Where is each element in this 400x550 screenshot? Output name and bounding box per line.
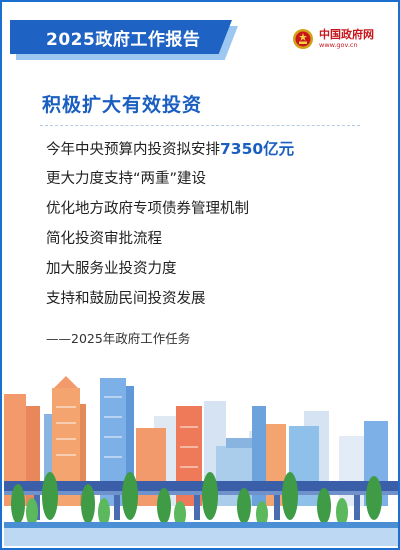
- national-emblem-icon: [293, 29, 313, 49]
- header-title: 2025政府工作报告: [46, 29, 201, 50]
- brand-name: 中国政府网: [319, 28, 374, 42]
- list-item: 支持和鼓励民间投资发展: [46, 291, 206, 307]
- header-bar: 2025政府工作报告: [10, 20, 232, 54]
- city-skyline-illustration: [4, 376, 398, 546]
- list-item: 简化投资审批流程: [46, 231, 162, 247]
- divider: [40, 125, 360, 126]
- brand-url: www.gov.cn: [319, 41, 358, 50]
- section-title: 积极扩大有效投资: [42, 94, 203, 116]
- investment-amount: 7350亿元: [220, 140, 295, 158]
- list-item-text: 今年中央预算内投资拟安排: [46, 142, 220, 158]
- list-item: 加大服务业投资力度: [46, 261, 177, 277]
- list-item: 今年中央预算内投资拟安排7350亿元: [46, 134, 294, 164]
- list-item: 优化地方政府专项债券管理机制: [46, 201, 249, 217]
- source-attribution: ——2025年政府工作任务: [46, 331, 191, 346]
- list-item: 更大力度支持“两重”建设: [46, 171, 207, 187]
- brand-logo[interactable]: 中国政府网 www.gov.cn: [292, 28, 374, 50]
- task-list: 今年中央预算内投资拟安排7350亿元 更大力度支持“两重”建设 优化地方政府专项…: [46, 134, 294, 314]
